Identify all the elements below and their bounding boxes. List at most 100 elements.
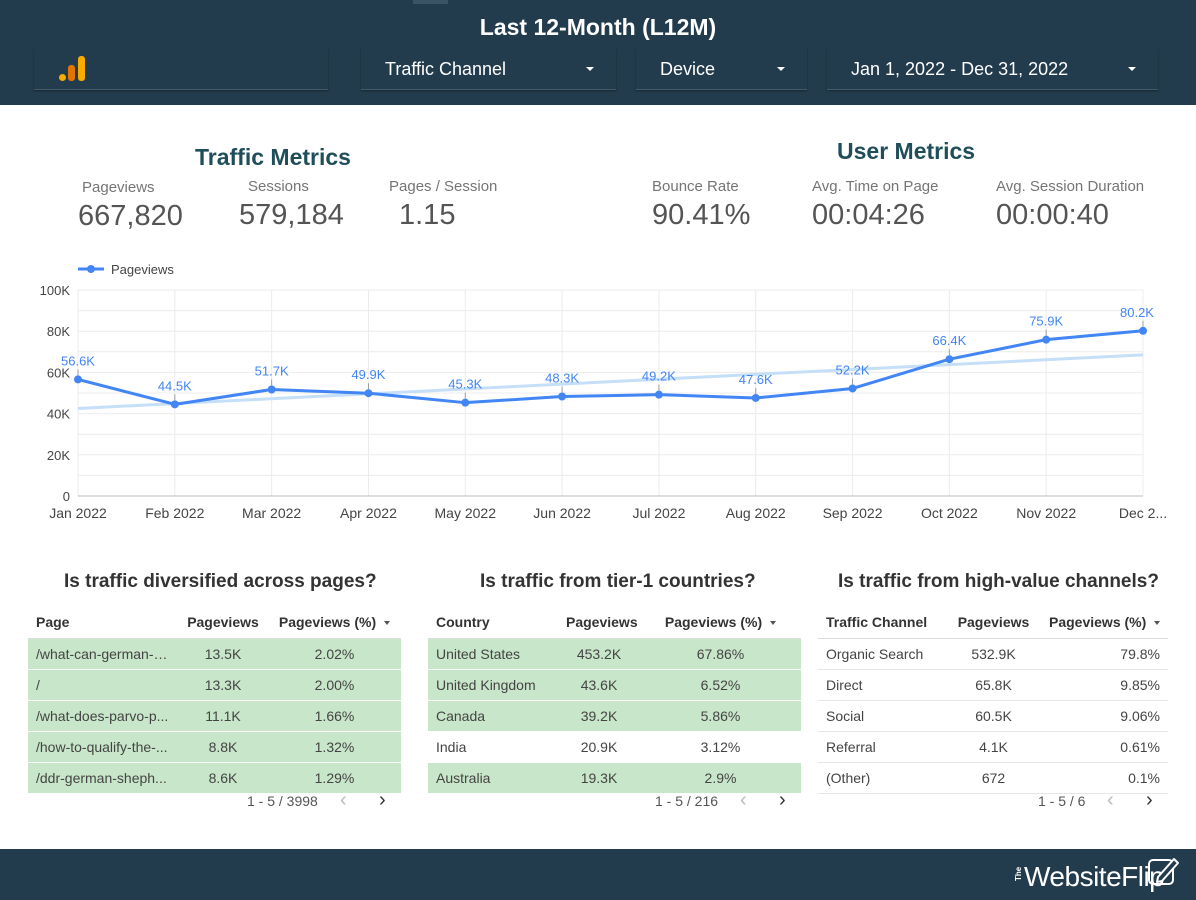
column-header-pageviews-pct[interactable]: Pageviews (%) [268, 606, 401, 639]
pageviews-cell: 453.2K [558, 638, 640, 670]
data-point[interactable] [461, 398, 470, 407]
data-label: 66.4K [932, 333, 966, 348]
x-tick-label: Sep 2022 [823, 505, 883, 521]
table-row[interactable]: (Other) 672 0.1% [818, 762, 1168, 794]
x-tick-label: Apr 2022 [340, 505, 397, 521]
channels-table-title: Is traffic from high-value channels? [838, 571, 1159, 592]
table-row[interactable]: Referral 4.1K 0.61% [818, 731, 1168, 763]
chevron-left-icon[interactable]: ‹ [1107, 789, 1114, 811]
dimension-cell: Referral [818, 731, 946, 763]
pageviews-cell: 13.5K [178, 638, 268, 670]
metric-sessions: Sessions 579,184 [239, 178, 344, 232]
chevron-right-icon[interactable]: › [779, 789, 786, 811]
metric-value: 00:04:26 [812, 199, 925, 231]
traffic-metrics-title: Traffic Metrics [195, 144, 351, 170]
table-row[interactable]: India 20.9K 3.12% [428, 731, 801, 763]
date-range-picker[interactable]: Jan 1, 2022 - Dec 31, 2022 [827, 48, 1158, 90]
data-point[interactable] [170, 400, 179, 409]
x-tick-label: Feb 2022 [145, 505, 204, 521]
y-tick-label: 40K [47, 407, 70, 422]
sort-desc-icon [1154, 621, 1161, 626]
device-filter[interactable]: Device [636, 48, 807, 90]
pageviews-cell: 39.2K [558, 700, 640, 732]
brand-prefix: The [1014, 866, 1023, 881]
pageviews-cell: 20.9K [558, 731, 640, 763]
data-label: 51.7K [255, 363, 289, 378]
column-header-country[interactable]: Country [428, 606, 558, 639]
table-row[interactable]: /ddr-german-sheph... 8.6K 1.29% [28, 762, 401, 794]
table-row[interactable]: /how-to-qualify-the-... 8.8K 1.32% [28, 731, 401, 763]
table-row[interactable]: /13.3K 2.00% [28, 669, 401, 701]
dimension-cell: Social [818, 700, 946, 732]
dimension-cell: /ddr-german-sheph... [28, 762, 178, 794]
series-line [77, 329, 1144, 406]
column-header-pageviews[interactable]: Pageviews [946, 606, 1041, 639]
date-range-label: Jan 1, 2022 - Dec 31, 2022 [851, 59, 1069, 79]
column-header-traffic-channel[interactable]: Traffic Channel [818, 606, 946, 639]
x-tick-label: May 2022 [435, 505, 497, 521]
pageviews-cell: 4.1K [946, 731, 1041, 763]
table-row[interactable]: Social 60.5K 9.06% [818, 700, 1168, 732]
pageviews-cell: 43.6K [558, 669, 640, 701]
data-label: 49.9K [351, 367, 385, 382]
chevron-left-icon[interactable]: ‹ [740, 789, 747, 811]
column-header-pageviews[interactable]: Pageviews [558, 606, 640, 639]
table-row[interactable]: Canada 39.2K 5.86% [428, 700, 801, 732]
series-pageviews: 56.6K 44.5K 51.7K 49.9K 45.3K 48.3K 49.2K 47.6K… [61, 305, 1154, 409]
pageviews-pct-cell: 2.02% [268, 638, 401, 670]
table-row[interactable]: United Kingdom 43.6K 6.52% [428, 669, 801, 701]
chevron-right-icon[interactable]: › [379, 789, 386, 811]
data-label: 45.3K [448, 377, 482, 392]
metric-value: 00:00:40 [996, 199, 1109, 231]
sort-desc-icon [384, 621, 391, 626]
logo-panel [34, 48, 328, 90]
data-point[interactable] [267, 385, 276, 394]
column-header-pageviews-pct[interactable]: Pageviews (%) [1041, 606, 1168, 639]
dimension-cell: /what-can-german-s... [28, 638, 178, 670]
pageviews-pct-cell: 6.52% [640, 669, 801, 701]
footer-bar: The WebsiteFlip [0, 849, 1196, 900]
x-tick-label: Oct 2022 [921, 505, 978, 521]
column-header-pageviews[interactable]: Pageviews [178, 606, 268, 639]
top-header: Last 12-Month (L12M) Traffic Channel Dev… [0, 0, 1196, 105]
chart-legend[interactable]: Pageviews [78, 262, 174, 277]
data-point[interactable] [364, 389, 373, 398]
data-point[interactable] [751, 393, 760, 402]
data-point[interactable] [1042, 335, 1051, 344]
x-tick-label: Aug 2022 [726, 505, 786, 521]
pageviews-cell: 11.1K [178, 700, 268, 732]
traffic-channel-filter[interactable]: Traffic Channel [361, 48, 616, 90]
chevron-right-icon[interactable]: › [1146, 789, 1153, 811]
data-label: 52.2K [836, 362, 870, 377]
column-header-page[interactable]: Page [28, 606, 178, 639]
table-row[interactable]: United States 453.2K 67.86% [428, 638, 801, 670]
table-row[interactable]: /what-does-parvo-p... 11.1K 1.66% [28, 700, 401, 732]
chart-grid [77, 289, 1144, 497]
metric-avg-time-on-page: Avg. Time on Page 00:04:26 [812, 178, 938, 232]
metric-value: 1.15 [399, 199, 456, 231]
brand-logo[interactable]: The WebsiteFlip [1014, 855, 1180, 895]
data-point[interactable] [848, 384, 857, 393]
pageviews-pct-cell: 2.00% [268, 669, 401, 701]
table-row[interactable]: /what-can-german-s... 13.5K 2.02% [28, 638, 401, 670]
column-header-pageviews-pct[interactable]: Pageviews (%) [640, 606, 801, 639]
table-row[interactable]: Direct 65.8K 9.85% [818, 669, 1168, 701]
channels-table: Traffic Channel Pageviews Pageviews (%) … [818, 606, 1168, 794]
data-point[interactable] [1139, 326, 1147, 335]
table-row[interactable]: Australia 19.3K 2.9% [428, 762, 801, 794]
data-label: 49.2K [642, 369, 676, 384]
table-row[interactable]: Organic Search 532.9K 79.8% [818, 638, 1168, 670]
data-point[interactable] [945, 355, 954, 364]
pageviews-cell: 672 [946, 762, 1041, 794]
data-label: 44.5K [158, 378, 192, 393]
x-axis: Jan 2022 Feb 2022 Mar 2022 Apr 2022 May 2022… [49, 505, 1167, 521]
dimension-cell: Organic Search [818, 638, 946, 670]
pages-table-pager: 1 - 5 / 3998 [247, 793, 318, 809]
data-point[interactable] [654, 390, 663, 399]
data-point[interactable] [558, 392, 567, 401]
dimension-cell: / [28, 669, 178, 701]
chevron-left-icon[interactable]: ‹ [340, 789, 347, 811]
channels-table-pager: 1 - 5 / 6 [1038, 793, 1086, 809]
data-point[interactable] [74, 375, 82, 384]
y-tick-label: 100K [40, 283, 71, 298]
